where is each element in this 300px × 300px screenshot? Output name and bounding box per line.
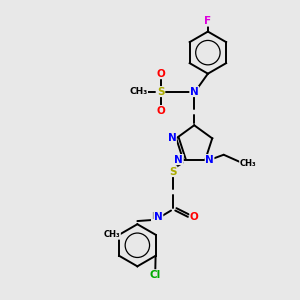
Text: S: S (169, 167, 177, 177)
Text: N: N (154, 212, 163, 222)
Text: O: O (190, 212, 199, 222)
Text: N: N (190, 87, 199, 97)
Text: O: O (156, 69, 165, 79)
Text: N: N (175, 154, 183, 164)
Text: S: S (157, 87, 164, 97)
Text: N: N (168, 134, 176, 143)
Text: H: H (152, 212, 159, 221)
Text: F: F (204, 16, 211, 26)
Text: CH₃: CH₃ (240, 159, 256, 168)
Text: N: N (205, 154, 214, 164)
Text: CH₃: CH₃ (104, 230, 120, 239)
Text: O: O (156, 106, 165, 116)
Text: Cl: Cl (150, 270, 161, 280)
Text: CH₃: CH₃ (129, 87, 148, 96)
